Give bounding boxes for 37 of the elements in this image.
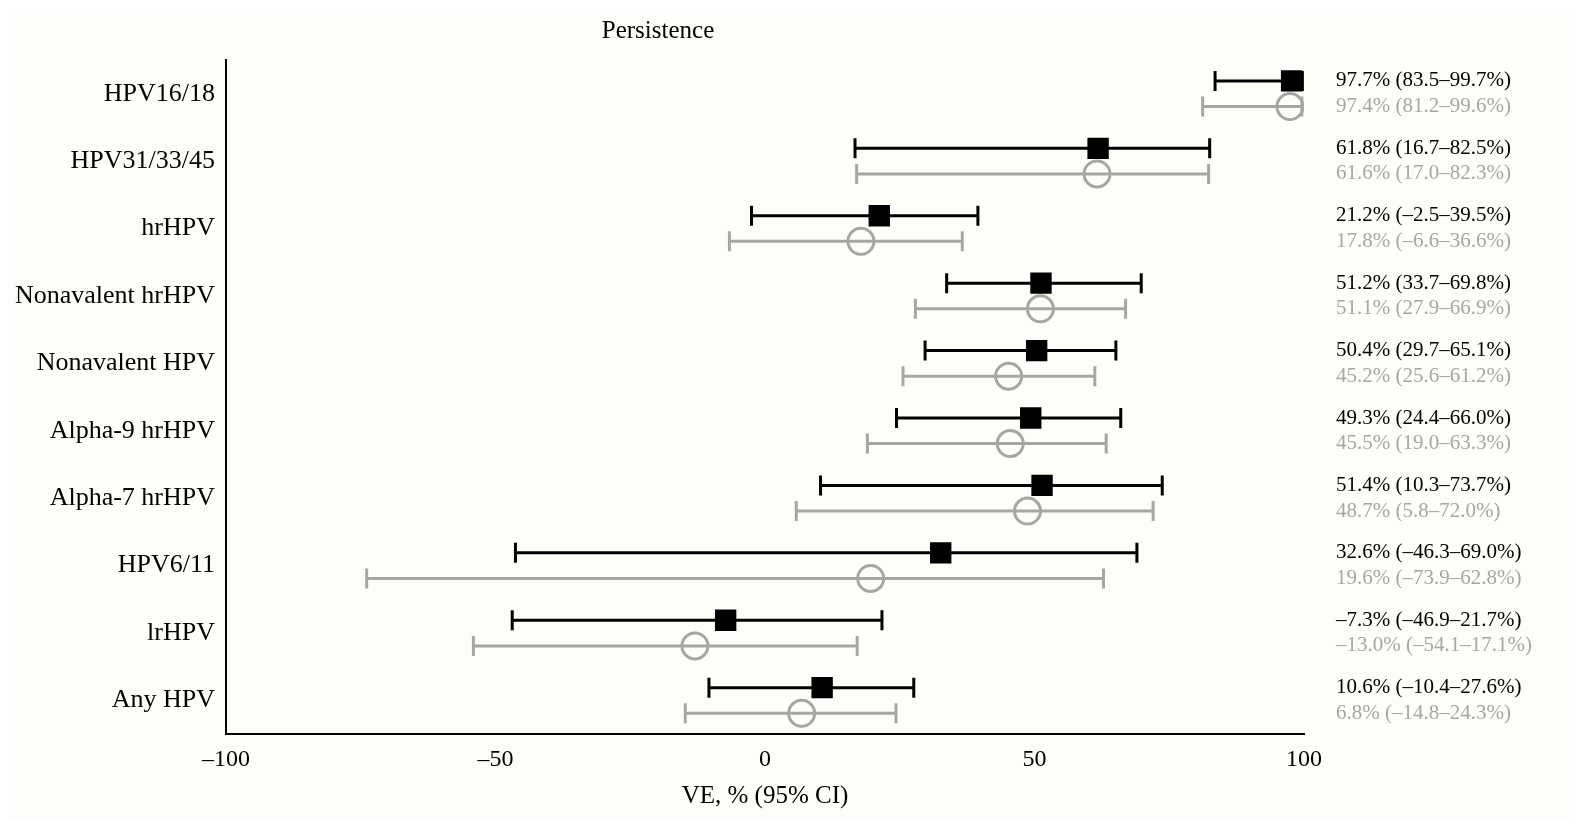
text: –13.0% (–54.1–17.1%): [1335, 632, 1532, 657]
x-tick-label: –50: [476, 744, 514, 771]
text: 51.2% (33.7–69.8%): [1336, 269, 1511, 294]
text: 19.6% (–73.9–62.8%): [1336, 564, 1522, 589]
text: 61.8% (16.7–82.5%): [1336, 134, 1511, 159]
x-tick-label: 50: [1022, 744, 1047, 771]
text: 45.2% (25.6–61.2%): [1336, 362, 1511, 387]
y-tick-label: Any HPV: [111, 684, 216, 714]
text: 50.4% (29.7–65.1%): [1336, 337, 1511, 362]
text: 97.4% (81.2–99.6%): [1336, 93, 1511, 118]
text: 21.2% (–2.5–39.5%): [1336, 202, 1511, 227]
y-tick-label: Alpha-7 hrHPV: [49, 482, 216, 512]
x-axis-title: VE, % (95% CI): [681, 780, 849, 809]
text: 10.6% (–10.4–27.6%): [1336, 674, 1522, 699]
y-tick-label: hrHPV: [141, 212, 216, 242]
text: 51.1% (27.9–66.9%): [1336, 295, 1511, 320]
x-tick-label: –100: [201, 744, 251, 771]
text: 61.6% (17.0–82.3%): [1336, 160, 1511, 185]
y-tick-label: lrHPV: [147, 616, 216, 646]
text: 45.5% (19.0–63.3%): [1336, 430, 1511, 455]
x-tick-label: 0: [759, 744, 772, 771]
text: –7.3% (–46.9–21.7%): [1335, 606, 1522, 631]
text: 97.7% (83.5–99.7%): [1336, 67, 1511, 92]
text: 49.3% (24.4–66.0%): [1336, 404, 1511, 429]
text: 17.8% (–6.6–36.6%): [1336, 227, 1511, 252]
y-tick-label: HPV16/18: [103, 77, 216, 107]
text: 51.4% (10.3–73.7%): [1336, 471, 1511, 496]
chart-title: Persistence: [601, 15, 715, 43]
y-tick-label: HPV6/11: [117, 549, 216, 579]
text: 48.7% (5.8–72.0%): [1336, 497, 1501, 522]
y-tick-label: Nonavalent HPV: [36, 347, 216, 377]
text: 32.6% (–46.3–69.0%): [1336, 539, 1522, 564]
y-tick-label: Nonavalent hrHPV: [15, 279, 216, 309]
text: 6.8% (–14.8–24.3%): [1336, 699, 1511, 724]
y-tick-label: Alpha-9 hrHPV: [49, 414, 216, 444]
y-tick-label: HPV31/33/45: [70, 144, 216, 174]
x-tick-label: 100: [1286, 744, 1322, 771]
